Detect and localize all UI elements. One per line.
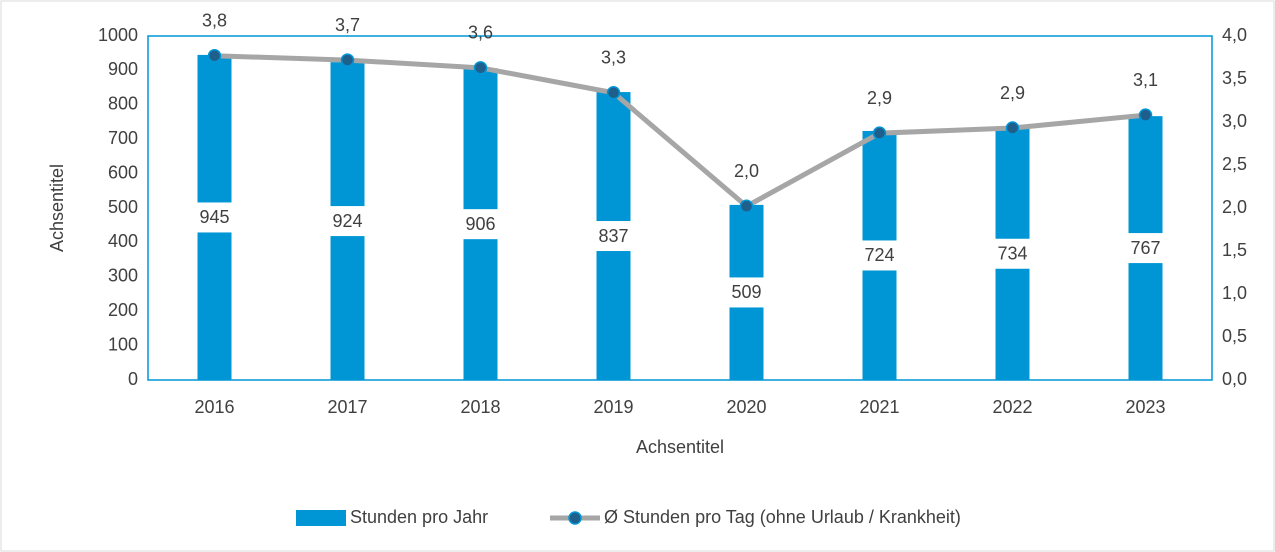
y-tick-label: 700 <box>108 128 138 148</box>
x-tick-label: 2019 <box>593 397 633 417</box>
marker <box>207 49 222 63</box>
data-label: 945 <box>199 207 229 227</box>
data-label: 509 <box>731 282 761 302</box>
data-label: 3,6 <box>468 23 493 43</box>
x-axis-title: Achsentitel <box>636 437 724 457</box>
data-label-box <box>853 240 906 271</box>
y2-tick-label: 0,0 <box>1222 369 1247 389</box>
legend-label: Ø Stunden pro Tag (ohne Urlaub / Krankhe… <box>604 507 961 527</box>
data-label: 924 <box>332 211 362 231</box>
y-tick-label: 100 <box>108 334 138 354</box>
data-label: 724 <box>864 245 894 265</box>
y-tick-label: 500 <box>108 197 138 217</box>
y2-tick-label: 2,0 <box>1222 197 1247 217</box>
y-tick-label: 900 <box>108 59 138 79</box>
marker <box>872 126 887 140</box>
y-tick-label: 400 <box>108 231 138 251</box>
x-tick-label: 2022 <box>992 397 1032 417</box>
data-label: 3,1 <box>1133 70 1158 90</box>
data-label-box <box>321 206 374 237</box>
y2-tick-label: 4,0 <box>1222 25 1247 45</box>
plot-border <box>147 35 1213 381</box>
marker <box>606 86 621 100</box>
y2-tick-label: 1,0 <box>1222 283 1247 303</box>
data-label: 3,3 <box>601 48 626 68</box>
marker <box>340 53 355 67</box>
data-label: 2,9 <box>1000 83 1025 103</box>
legend-marker <box>568 511 582 525</box>
y2-tick-label: 1,5 <box>1222 240 1247 260</box>
marker <box>739 199 754 214</box>
data-label: 767 <box>1130 238 1160 258</box>
legend-swatch <box>296 510 346 526</box>
y2-tick-label: 3,0 <box>1222 111 1247 131</box>
y2-tick-label: 2,5 <box>1222 154 1247 174</box>
x-tick-label: 2018 <box>460 397 500 417</box>
marker <box>473 61 488 75</box>
data-label: 2,9 <box>867 88 892 108</box>
data-label-box <box>986 238 1039 269</box>
data-label: 2,0 <box>734 161 759 181</box>
data-label-box <box>587 221 640 252</box>
data-label: 3,7 <box>335 15 360 35</box>
y-tick-label: 300 <box>108 266 138 286</box>
x-tick-label: 2020 <box>726 397 766 417</box>
marker <box>1005 121 1020 135</box>
data-label-box <box>1119 233 1172 264</box>
y-tick-label: 0 <box>128 369 138 389</box>
data-label: 734 <box>997 244 1027 264</box>
line <box>214 53 1146 209</box>
x-tick-label: 2016 <box>194 397 234 417</box>
y-tick-label: 1000 <box>98 25 138 45</box>
data-label: 837 <box>598 226 628 246</box>
legend-label: Stunden pro Jahr <box>350 507 488 527</box>
data-label-box <box>720 277 773 308</box>
data-label: 906 <box>465 214 495 234</box>
x-tick-label: 2017 <box>327 397 367 417</box>
y-tick-label: 200 <box>108 300 138 320</box>
marker <box>1138 108 1153 122</box>
y-tick-label: 600 <box>108 162 138 182</box>
y2-tick-label: 3,5 <box>1222 68 1247 88</box>
y-axis-title: Achsentitel <box>47 164 67 252</box>
data-label-box <box>188 202 241 233</box>
y-tick-label: 800 <box>108 94 138 114</box>
data-label-box <box>454 209 507 240</box>
y2-tick-label: 0,5 <box>1222 326 1247 346</box>
x-tick-label: 2023 <box>1125 397 1165 417</box>
data-label: 3,8 <box>202 11 227 31</box>
x-tick-label: 2021 <box>859 397 899 417</box>
